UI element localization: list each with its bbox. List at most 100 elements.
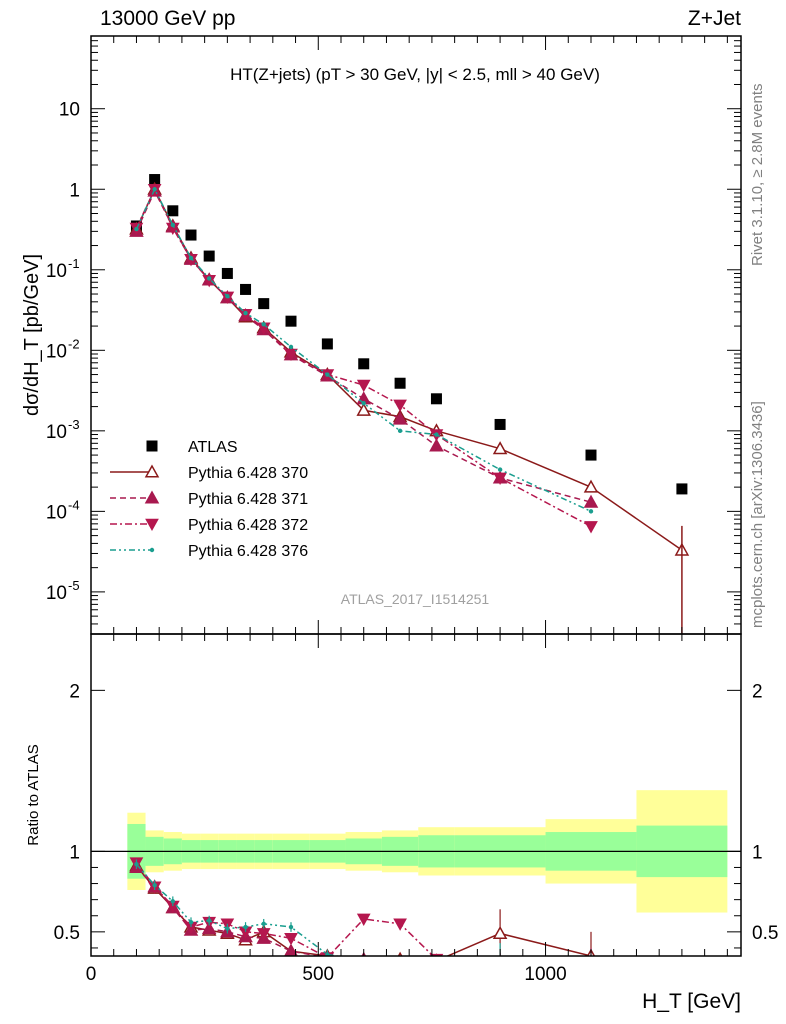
header-left: 13000 GeV pp xyxy=(100,7,235,30)
ratio-point xyxy=(585,987,597,998)
ratio-point xyxy=(397,951,403,956)
data-point xyxy=(583,479,599,493)
data-point xyxy=(284,348,298,362)
header-right: Z+Jet xyxy=(688,7,741,30)
data-point xyxy=(185,229,197,241)
ratio-point xyxy=(288,924,294,930)
ratio-point xyxy=(152,882,157,888)
mcplots-label: mcplots.cern.ch [arXiv:1306.3436] xyxy=(749,401,766,628)
ratio-point xyxy=(430,964,442,975)
y-tick-label-exponent: -1 xyxy=(68,256,80,271)
data-point xyxy=(358,358,370,370)
data-point xyxy=(258,298,270,310)
ratio-line xyxy=(135,866,323,956)
data-point xyxy=(321,338,333,350)
data-point xyxy=(356,379,371,393)
analysis-id: ATLAS_2017_I1514251 xyxy=(341,591,490,607)
data-point xyxy=(585,449,597,461)
data-point xyxy=(492,441,508,455)
ratio-point xyxy=(325,952,330,956)
data-point xyxy=(167,205,179,217)
x-tick-label: 500 xyxy=(302,964,334,985)
y-tick-label: 10 xyxy=(46,261,67,282)
y-tick-label-exponent: -2 xyxy=(68,336,80,351)
ratio-point xyxy=(362,959,366,963)
ratio-y-tick-label-right: 0.5 xyxy=(752,923,778,944)
ratio-point xyxy=(243,924,248,930)
series-pythia-6-428-376 xyxy=(134,187,594,514)
data-point xyxy=(134,226,139,232)
y-tick-label: 10 xyxy=(46,341,67,362)
data-point xyxy=(225,293,230,299)
data-point xyxy=(203,250,215,262)
legend-marker xyxy=(145,518,159,532)
ratio-point xyxy=(434,962,438,966)
data-point xyxy=(393,399,407,412)
data-point xyxy=(584,521,598,534)
y-tick-label-exponent: -4 xyxy=(68,497,80,512)
ratio-y-tick-label: 2 xyxy=(69,681,80,702)
legend-marker xyxy=(149,547,155,553)
data-point xyxy=(430,393,442,405)
y-tick-label-exponent: -5 xyxy=(68,578,80,593)
main-y-axis-label: dσ/dH_T [pb/GeV] xyxy=(21,254,43,416)
data-point xyxy=(188,255,194,261)
legend-label: Pythia 6.428 372 xyxy=(188,517,308,534)
data-point xyxy=(361,401,366,406)
data-point xyxy=(394,377,406,389)
data-point xyxy=(588,509,594,514)
ratio-point xyxy=(206,918,212,923)
data-point xyxy=(429,438,444,452)
ratio-point xyxy=(256,928,271,941)
ratio-point xyxy=(393,918,407,931)
ratio-point xyxy=(498,965,502,969)
series-pythia-6-428-371 xyxy=(129,183,599,508)
ratio-point xyxy=(398,967,402,971)
ratio-point xyxy=(589,978,593,982)
ratio-point xyxy=(492,925,508,940)
legend-label: Pythia 6.428 376 xyxy=(188,543,308,560)
ratio-y-tick-label: 1 xyxy=(69,842,80,863)
y-tick-label: 1 xyxy=(69,180,80,201)
data-point xyxy=(356,402,372,416)
data-point xyxy=(221,267,233,279)
data-point xyxy=(240,283,252,295)
data-point xyxy=(494,418,506,430)
ratio-y-tick-label: 0.5 xyxy=(54,923,80,944)
data-point xyxy=(206,276,212,281)
data-point xyxy=(288,344,294,350)
ratio-point xyxy=(585,966,597,977)
data-point xyxy=(392,411,408,425)
y-tick-label: 10 xyxy=(46,583,67,604)
ratio-point xyxy=(358,963,370,974)
ratio-point xyxy=(494,972,506,983)
y-tick-label: 10 xyxy=(46,502,67,523)
legend: ATLAS Pythia 6.428 370 Pythia 6.428 371 Pyt… xyxy=(110,439,308,560)
data-point xyxy=(493,472,507,485)
ratio-series-pythia-6-428-372 xyxy=(129,857,597,998)
x-axis-label: H_T [GeV] xyxy=(642,990,741,1013)
data-point xyxy=(243,310,248,316)
data-point xyxy=(325,372,330,377)
y-tick-label-exponent: -3 xyxy=(68,417,80,432)
y-tick-label: 10 xyxy=(59,100,80,121)
ratio-point xyxy=(284,932,298,946)
data-point xyxy=(497,467,503,472)
ratio-point xyxy=(356,913,371,926)
ratio-point xyxy=(494,971,506,982)
ratio-point xyxy=(188,919,194,925)
ratio-y-tick-label-right: 1 xyxy=(752,842,763,863)
ratio-panel: 0.5 0.5 1 1 2 2 0 500 1000 Ratio to ATLAS H_T [G… xyxy=(25,633,778,1013)
data-point xyxy=(434,432,439,437)
x-tick-label: 0 xyxy=(86,964,97,985)
x-tick-label: 1000 xyxy=(524,964,566,985)
series-line xyxy=(135,187,592,513)
series-atlas xyxy=(130,174,688,495)
data-point xyxy=(285,315,297,327)
legend-label: Pythia 6.428 370 xyxy=(188,465,308,482)
rivet-label: Rivet 3.1.10, ≥ 2.8M events xyxy=(749,84,766,267)
data-point xyxy=(397,428,403,434)
legend-marker xyxy=(146,440,158,452)
